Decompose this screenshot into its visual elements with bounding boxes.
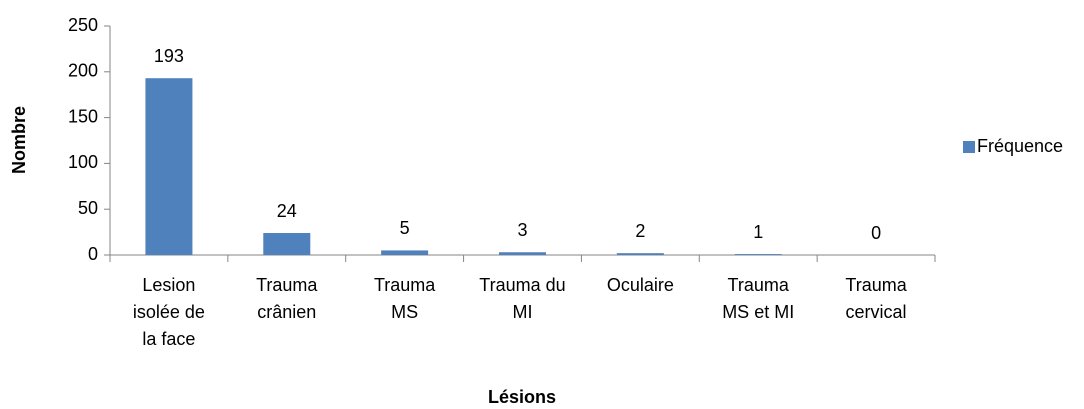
bar [381,250,429,255]
data-label: 0 [871,223,881,243]
x-tick-label: Trauma MS [373,275,436,322]
data-label: 2 [635,221,645,241]
data-label: 24 [277,201,297,221]
x-tick-label: Trauma du MI [479,275,566,322]
x-tick-label: Trauma crânien [256,275,318,322]
x-tick-label: Trauma cervical [845,275,907,322]
y-tick-label: 50 [78,198,98,218]
y-tick-label: 250 [68,15,98,35]
data-label: 1 [753,222,763,242]
bar [616,253,664,255]
y-axis-title: Nombre [9,106,29,174]
x-tick-label: Lesion isolée de la face [132,275,205,349]
bar [263,233,311,255]
bar [734,254,782,255]
y-tick-label: 200 [68,61,98,81]
data-label: 5 [400,218,410,238]
legend-label: Fréquence [977,136,1063,156]
y-tick-label: 100 [68,152,98,172]
bar [145,78,193,255]
y-tick-label: 150 [68,106,98,126]
x-axis-title: Lésions [488,387,556,407]
bar [499,252,546,255]
x-tick-label: Trauma MS et MI [722,275,795,322]
data-label: 193 [154,46,184,66]
x-tick-label: Oculaire [606,275,674,295]
legend-swatch [963,141,975,153]
y-tick-label: 0 [88,244,98,264]
data-label: 3 [517,220,527,240]
